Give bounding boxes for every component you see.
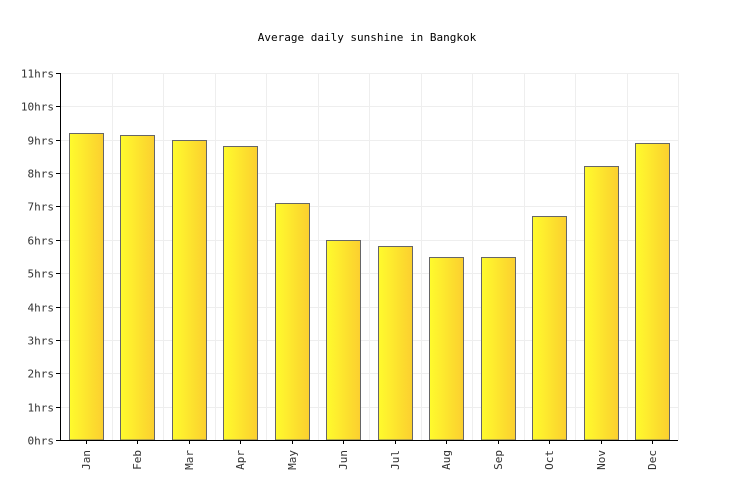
y-tick-label: 3hrs (28, 335, 55, 348)
x-tick-label-aug: Aug (440, 450, 453, 470)
y-tick-label: 4hrs (28, 302, 55, 315)
bar-jan (69, 133, 104, 441)
y-tick-label: 9hrs (28, 135, 55, 148)
x-tick-label-jan: Jan (80, 450, 93, 470)
y-axis-ticks: 0hrs 1hrs 2hrs 3hrs 4hrs 5hrs 6hrs 7hrs 8hrs 9hrs… (21, 68, 60, 448)
x-tick-label-jul: Jul (389, 450, 402, 470)
x-tick-label-sep: Sep (492, 450, 505, 470)
bar-dec (635, 143, 670, 441)
bar-jun (326, 240, 361, 441)
bar-mar (172, 140, 207, 441)
y-tick-label: 1hrs (28, 402, 55, 415)
y-tick-label: 10hrs (21, 101, 54, 114)
bar-apr (223, 146, 258, 441)
y-tick-label: 2hrs (28, 368, 55, 381)
x-axis-ticks: Jan Feb Mar Apr May Jun Jul Aug Sep Oct Nov Dec (80, 440, 659, 470)
x-tick-label-jun: Jun (337, 450, 350, 470)
x-tick-label-may: May (286, 450, 299, 470)
bars (69, 133, 670, 441)
bar-oct (532, 216, 567, 441)
x-tick-label-nov: Nov (595, 450, 608, 470)
bar-feb (120, 135, 155, 441)
bar-sep (481, 257, 516, 441)
axes (60, 73, 678, 441)
bar-jul (378, 246, 413, 441)
x-tick-label-feb: Feb (131, 450, 144, 470)
y-tick-label: 11hrs (21, 68, 54, 81)
x-tick-label-oct: Oct (543, 450, 556, 470)
bar-nov (584, 166, 619, 441)
chart-title: Average daily sunshine in Bangkok (258, 31, 477, 44)
x-tick-label-dec: Dec (646, 450, 659, 470)
y-tick-label: 7hrs (28, 201, 55, 214)
bar-may (275, 203, 310, 441)
y-tick-label: 8hrs (28, 168, 55, 181)
y-tick-label: 0hrs (28, 435, 55, 448)
y-tick-label: 6hrs (28, 235, 55, 248)
y-tick-label: 5hrs (28, 268, 55, 281)
bar-aug (429, 257, 464, 441)
x-tick-label-mar: Mar (183, 450, 196, 470)
x-tick-label-apr: Apr (234, 450, 247, 470)
